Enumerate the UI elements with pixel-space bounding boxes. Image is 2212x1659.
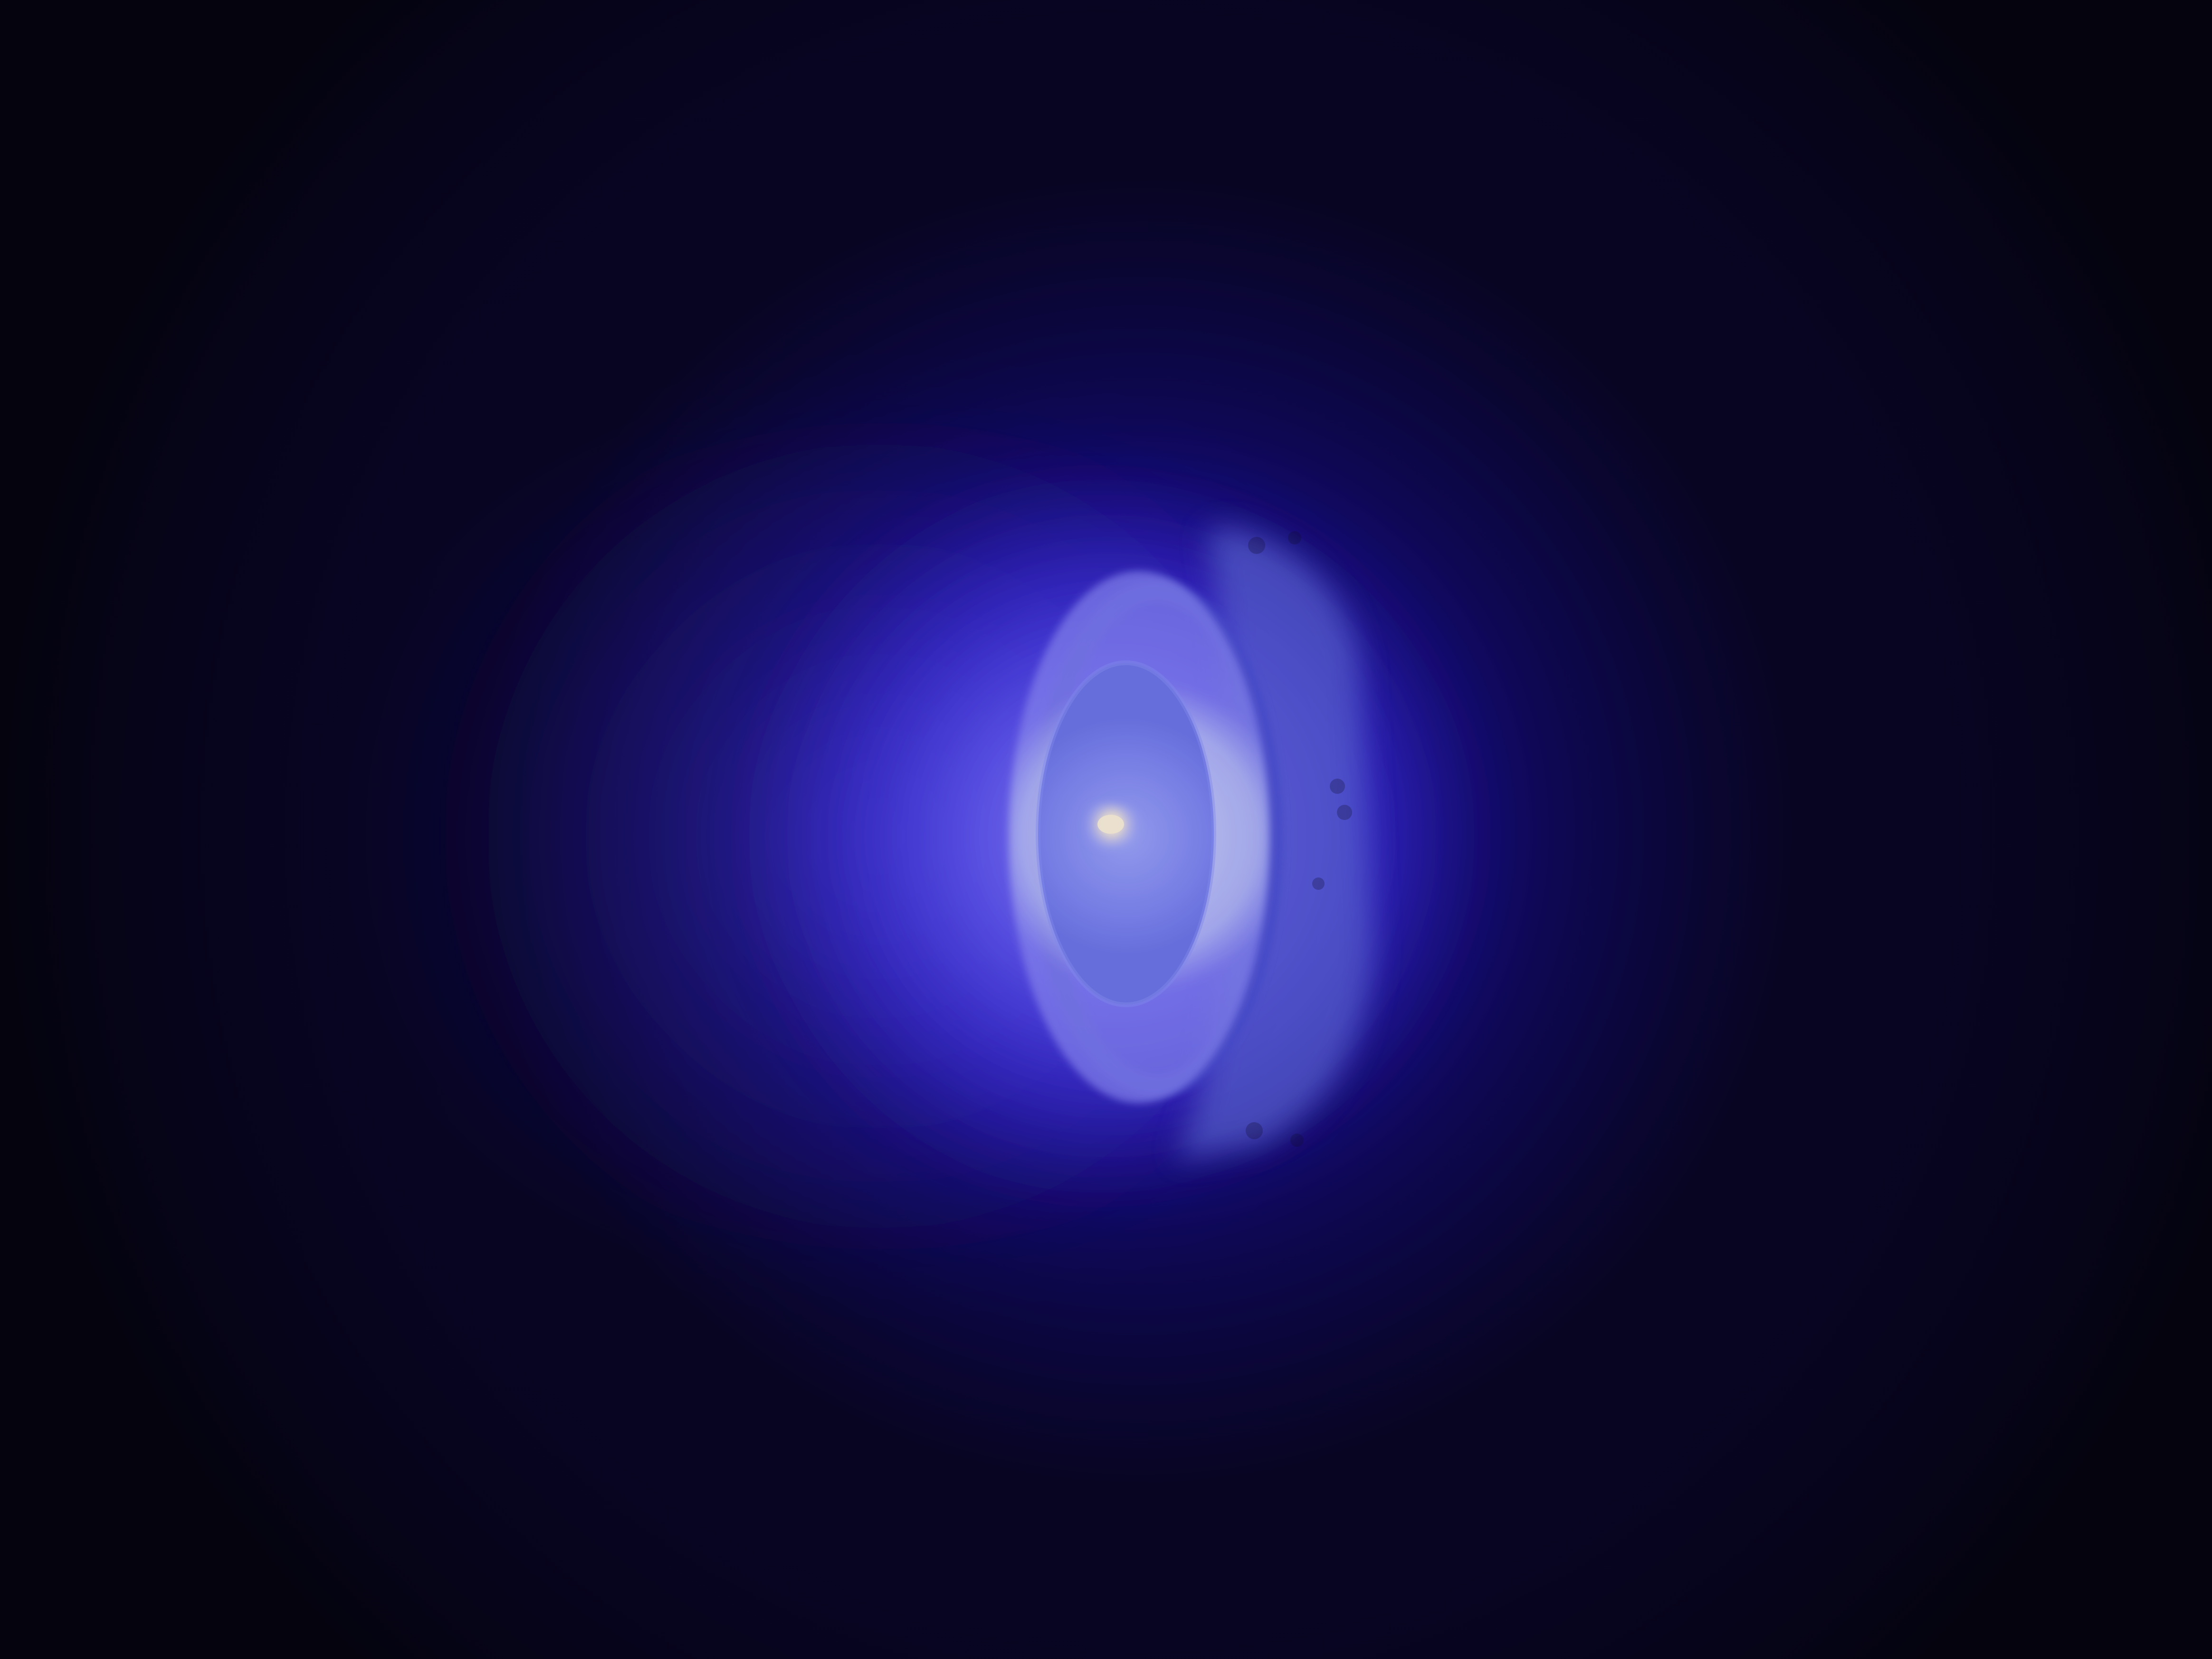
- mount-screws: [1246, 531, 1352, 1147]
- mount-screw: [1290, 1134, 1304, 1147]
- mount-screw: [1330, 779, 1345, 794]
- inner-disc-edge: [1036, 660, 1216, 1007]
- mount-screw: [1312, 877, 1325, 890]
- mount-screw: [1248, 537, 1265, 554]
- cathode-core: [1097, 815, 1124, 834]
- mount-screw: [1246, 1122, 1263, 1139]
- mount-screw: [1337, 805, 1352, 820]
- mount-screw: [1288, 531, 1301, 544]
